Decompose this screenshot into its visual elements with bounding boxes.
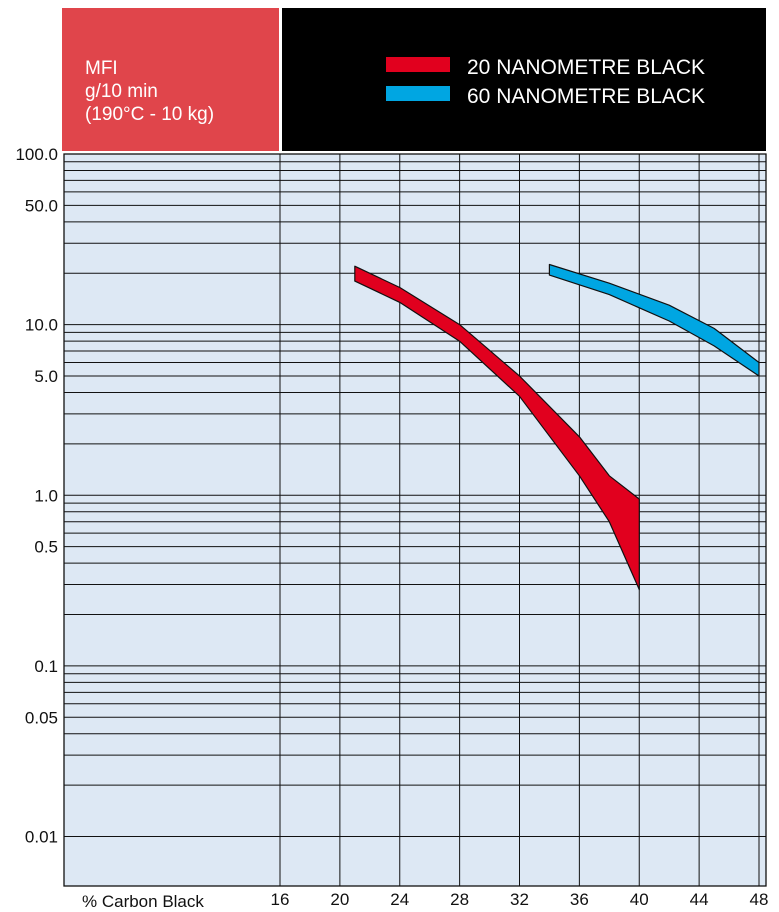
y-axis-label-line-2: g/10 min — [85, 81, 158, 102]
y-tick-label: 100.0 — [15, 145, 58, 164]
y-tick-label: 0.1 — [34, 657, 58, 676]
x-axis-label: % Carbon Black — [82, 892, 204, 911]
x-tick-label: 24 — [390, 890, 409, 909]
legend-label-20nm: 20 NANOMETRE BLACK — [467, 56, 705, 79]
x-tick-labels: 16 20 24 28 32 36 40 44 48 — [271, 890, 769, 909]
plot-frame — [63, 153, 767, 887]
y-tick-label: 5.0 — [34, 367, 58, 386]
x-tick-label: 28 — [450, 890, 469, 909]
x-tick-label: 32 — [510, 890, 529, 909]
data-bands — [354, 263, 760, 591]
horizontal-gridlines — [64, 153, 766, 838]
x-tick-label: 16 — [271, 890, 290, 909]
plot-area — [64, 154, 766, 886]
y-tick-label: 0.5 — [34, 538, 58, 557]
y-axis-label-line-1: MFI — [85, 58, 118, 79]
y-tick-label: 10.0 — [25, 316, 58, 335]
legend-swatch-20nm — [386, 57, 450, 72]
x-tick-label: 44 — [690, 890, 709, 909]
y-tick-label: 50.0 — [25, 196, 58, 215]
header-left-panel — [62, 8, 279, 151]
y-tick-labels: 100.0 50.0 10.0 5.0 1.0 0.5 0.1 0.05 0.01 — [15, 145, 58, 847]
x-tick-label: 40 — [630, 890, 649, 909]
band-60nm — [548, 263, 760, 377]
vertical-gridlines — [279, 154, 760, 886]
y-tick-label: 0.05 — [25, 708, 58, 727]
y-tick-label: 1.0 — [34, 486, 58, 505]
x-tick-label: 20 — [330, 890, 349, 909]
legend-swatch-60nm — [386, 86, 450, 101]
header-right-panel — [282, 8, 766, 151]
y-axis-label-line-3: (190°C - 10 kg) — [85, 104, 214, 125]
y-tick-label: 0.01 — [25, 828, 58, 847]
legend-label-60nm: 60 NANOMETRE BLACK — [467, 85, 705, 108]
x-tick-label: 36 — [570, 890, 589, 909]
x-tick-label: 48 — [750, 890, 769, 909]
band-20nm — [354, 265, 640, 591]
